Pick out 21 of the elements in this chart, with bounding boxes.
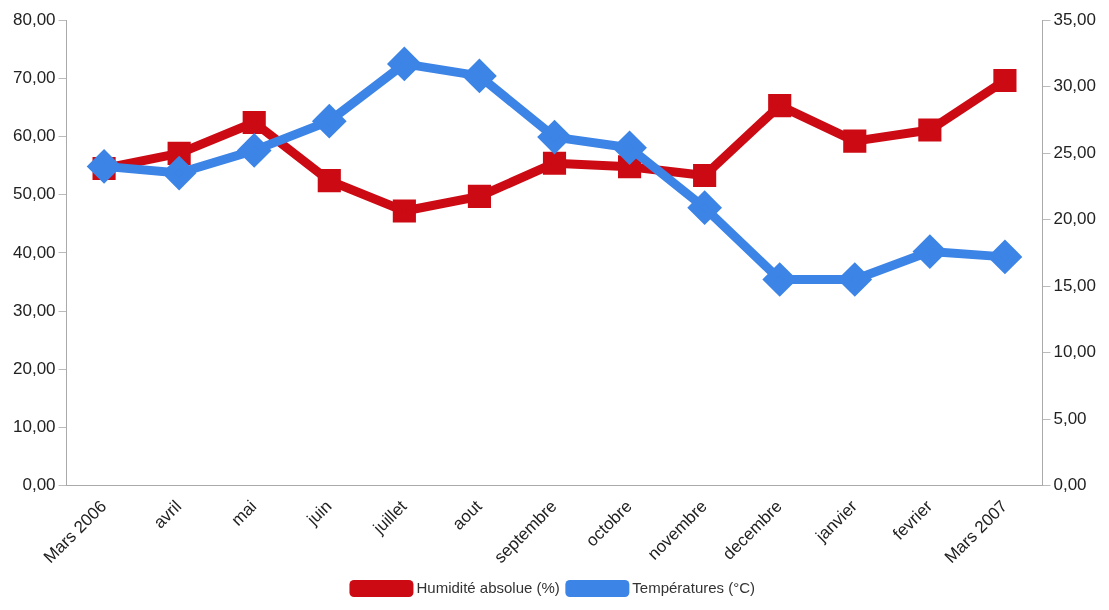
y2-tick-label: 20,00 [1053, 209, 1097, 229]
y-tick-label: 0,00 [22, 475, 56, 495]
legend-label: Températures (°C) [632, 578, 756, 596]
y2-tick-label: 5,00 [1053, 408, 1087, 428]
y-tick-label: 40,00 [12, 242, 56, 262]
y-tick-label: 60,00 [12, 126, 56, 146]
y2-tick-label: 30,00 [1053, 76, 1097, 96]
y-tick-label: 80,00 [12, 9, 56, 29]
y2-tick-label: 15,00 [1053, 275, 1097, 295]
x-tick-label: mai [227, 496, 261, 530]
y-tick-label: 10,00 [12, 417, 56, 437]
x-tick-label: juin [302, 496, 336, 530]
legend-label: Humidité absolue (%) [416, 578, 560, 596]
y2-tick-label: 25,00 [1053, 142, 1097, 162]
y2-tick-label: 35,00 [1053, 9, 1097, 29]
y-tick-label: 70,00 [12, 67, 56, 87]
y-tick-label: 30,00 [12, 300, 56, 320]
y-tick-label: 50,00 [12, 184, 56, 204]
y2-tick-label: 10,00 [1053, 342, 1097, 362]
y-tick-label: 20,00 [12, 359, 56, 379]
y2-tick-label: 0,00 [1053, 475, 1087, 495]
